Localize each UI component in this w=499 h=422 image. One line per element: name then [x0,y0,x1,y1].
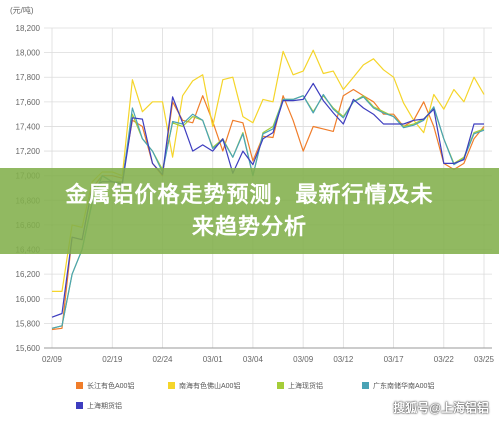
y-tick-label: 17,400 [16,122,41,131]
legend-label[interactable]: 长江有色A00铝 [87,381,134,390]
x-axis-ticks: 02/09 02/19 02/24 03/01 03/04 03/09 03/12 03/17… [42,355,495,364]
legend-swatch[interactable] [277,382,284,389]
x-tick-label: 03/04 [243,355,264,364]
x-tick-label: 02/24 [152,355,173,364]
x-tick-label: 03/22 [434,355,455,364]
x-tick-label: 02/19 [102,355,123,364]
legend-swatch[interactable] [76,382,83,389]
y-tick-label: 15,800 [16,319,41,328]
x-tick-label: 03/01 [203,355,224,364]
y-tick-label: 17,200 [16,147,41,156]
y-tick-label: 16,200 [16,270,41,279]
title-banner: 金属铝价格走势预测，最新行情及未 来趋势分析 [0,168,499,254]
x-tick-label: 02/09 [42,355,63,364]
legend-label[interactable]: 上海现货铝 [288,381,323,390]
y-axis-unit-label: (元/吨) [10,5,34,15]
legend-swatch[interactable] [76,402,83,409]
x-tick-label: 03/17 [384,355,405,364]
y-tick-label: 15,600 [16,344,41,353]
y-tick-label: 17,600 [16,98,41,107]
legend-swatch[interactable] [168,382,175,389]
x-tick-label: 03/12 [333,355,354,364]
x-tick-label: 03/25 [474,355,495,364]
y-tick-label: 17,800 [16,73,41,82]
banner-title-line-1: 金属铝价格走势预测，最新行情及未 [65,182,434,207]
legend-label[interactable]: 广东南储华南A00铝 [373,381,434,390]
y-tick-label: 18,200 [16,24,41,33]
series-line-2 [52,49,485,292]
legend-swatch[interactable] [362,382,369,389]
legend-label[interactable]: 上海期货铝 [87,401,122,410]
y-tick-label: 16,000 [16,295,41,304]
legend-label[interactable]: 南海有色佛山A00铝 [179,381,240,390]
source-watermark: 搜狐号@上海铝铝 [393,401,489,415]
x-tick-label: 03/09 [293,355,314,364]
y-tick-label: 18,000 [16,49,41,58]
banner-title-line-2: 来趋势分析 [191,214,307,239]
